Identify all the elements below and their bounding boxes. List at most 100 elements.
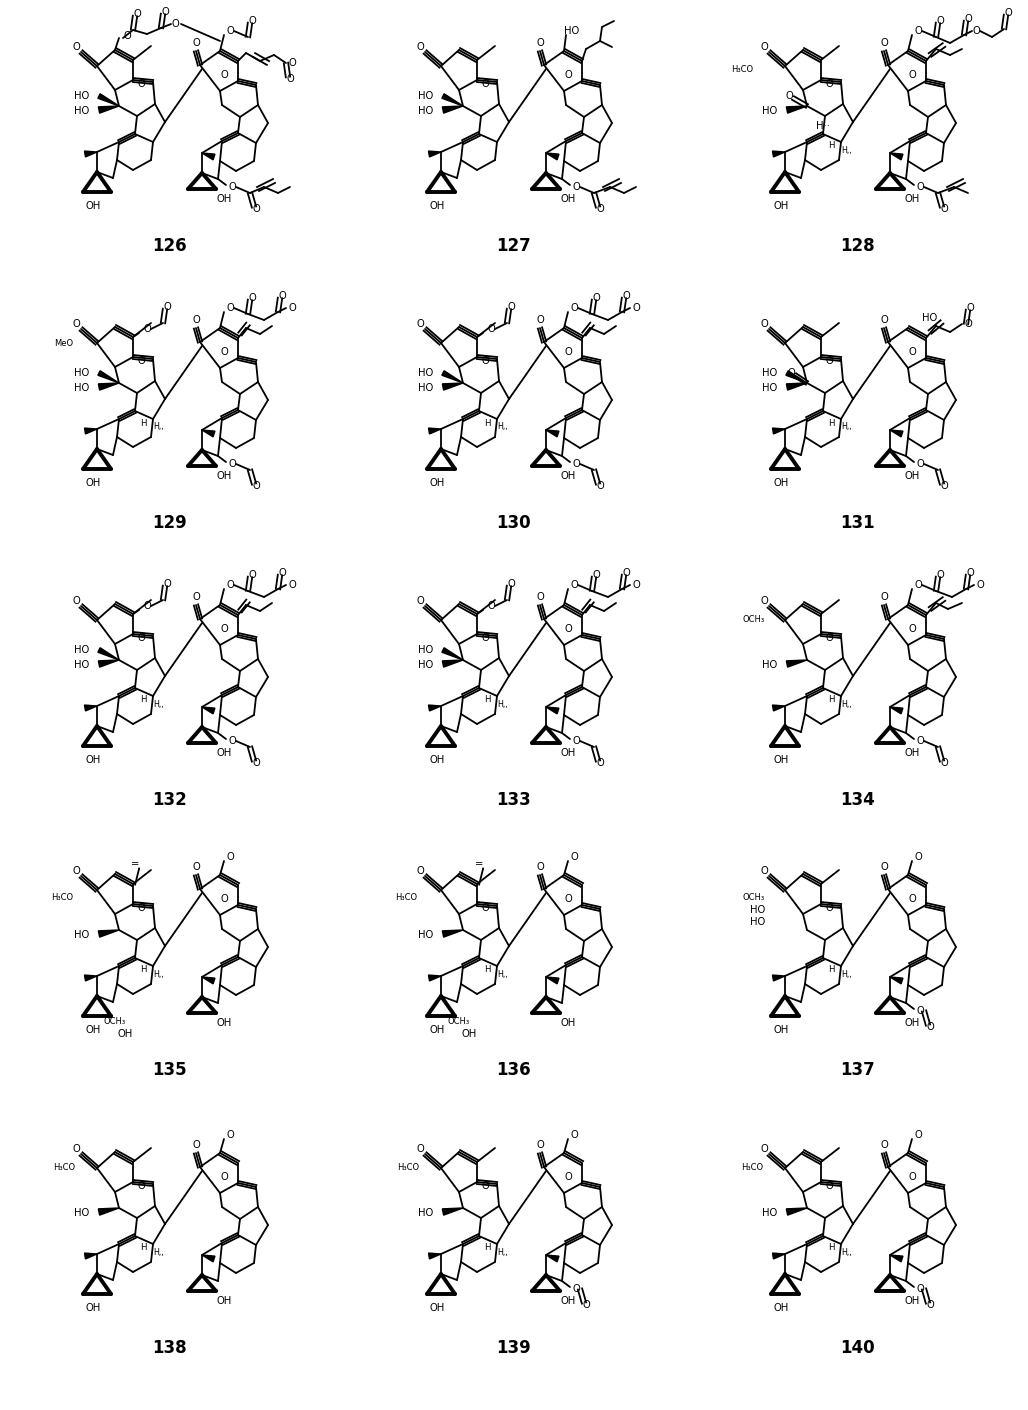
Text: O: O: [622, 290, 630, 300]
Text: O: O: [926, 1022, 933, 1032]
Text: O: O: [622, 568, 630, 578]
Polygon shape: [442, 647, 463, 660]
Text: O: O: [1004, 8, 1012, 18]
Text: O: O: [573, 460, 580, 470]
Text: O: O: [248, 570, 256, 580]
Text: =: =: [131, 859, 139, 869]
Text: O: O: [908, 894, 916, 904]
Text: OH: OH: [85, 202, 101, 212]
Text: O: O: [481, 902, 489, 914]
Text: HO: HO: [417, 660, 433, 670]
Text: OH: OH: [560, 471, 576, 481]
Text: OH: OH: [430, 478, 445, 488]
Polygon shape: [786, 660, 807, 667]
Text: O: O: [964, 14, 971, 24]
Text: OH: OH: [430, 202, 445, 212]
Text: OH: OH: [216, 195, 231, 204]
Text: H: H: [828, 966, 835, 974]
Text: HO: HO: [762, 1208, 777, 1218]
Text: 132: 132: [152, 791, 187, 809]
Text: O: O: [564, 894, 572, 904]
Text: 127: 127: [497, 237, 531, 255]
Text: O: O: [133, 8, 141, 18]
Polygon shape: [772, 705, 785, 711]
Text: 128: 128: [841, 237, 875, 255]
Text: OCH₃: OCH₃: [448, 1018, 470, 1026]
Text: O: O: [123, 31, 131, 41]
Text: H,,: H,,: [498, 970, 508, 979]
Text: H··: H··: [816, 121, 830, 131]
Text: O: O: [481, 1182, 489, 1191]
Text: OH: OH: [216, 471, 231, 481]
Text: O: O: [248, 16, 256, 25]
Polygon shape: [546, 1255, 559, 1262]
Text: H: H: [828, 695, 835, 705]
Text: H,,: H,,: [498, 423, 508, 431]
Text: OH: OH: [216, 1018, 231, 1028]
Text: H: H: [484, 419, 490, 427]
Text: H,,: H,,: [498, 1248, 508, 1256]
Text: O: O: [582, 1300, 590, 1310]
Text: O: O: [825, 355, 833, 367]
Text: H: H: [828, 419, 835, 427]
Polygon shape: [201, 1255, 215, 1262]
Text: OH: OH: [560, 1296, 576, 1306]
Text: O: O: [571, 1129, 578, 1141]
Text: O: O: [416, 596, 424, 606]
Text: OH: OH: [905, 1296, 920, 1306]
Text: O: O: [571, 580, 578, 589]
Text: HO: HO: [417, 368, 433, 378]
Text: O: O: [632, 303, 639, 313]
Polygon shape: [84, 429, 97, 434]
Polygon shape: [442, 931, 463, 938]
Polygon shape: [84, 151, 97, 157]
Text: OH: OH: [773, 754, 788, 766]
Text: O: O: [72, 319, 80, 329]
Text: HO: HO: [417, 644, 433, 656]
Text: H,,: H,,: [842, 1248, 852, 1256]
Text: O: O: [632, 580, 639, 589]
Text: H₃CO: H₃CO: [52, 1163, 75, 1173]
Text: 136: 136: [497, 1060, 531, 1079]
Polygon shape: [890, 154, 903, 159]
Text: O: O: [571, 852, 578, 862]
Text: O: O: [760, 42, 768, 52]
Text: O: O: [171, 18, 179, 30]
Text: O: O: [977, 580, 984, 589]
Text: O: O: [880, 862, 888, 871]
Text: O: O: [914, 1129, 922, 1141]
Polygon shape: [201, 154, 215, 159]
Text: O: O: [137, 355, 145, 367]
Polygon shape: [442, 1208, 463, 1215]
Polygon shape: [201, 430, 215, 437]
Text: OH: OH: [773, 202, 788, 212]
Text: H,,: H,,: [842, 423, 852, 431]
Polygon shape: [442, 106, 463, 113]
Text: HO: HO: [74, 931, 89, 940]
Text: HO: HO: [74, 1208, 89, 1218]
Text: H: H: [484, 966, 490, 974]
Text: O: O: [760, 319, 768, 329]
Text: O: O: [825, 79, 833, 89]
Text: O: O: [228, 460, 235, 470]
Text: H: H: [140, 1244, 146, 1252]
Text: O: O: [966, 303, 974, 313]
Text: 129: 129: [152, 515, 187, 532]
Text: 140: 140: [841, 1340, 875, 1356]
Text: OH: OH: [773, 1303, 788, 1313]
Polygon shape: [785, 371, 807, 384]
Polygon shape: [786, 1208, 807, 1215]
Text: O: O: [72, 596, 80, 606]
Text: O: O: [916, 182, 924, 192]
Text: HO: HO: [74, 368, 89, 378]
Text: H₃CO: H₃CO: [50, 894, 73, 902]
Text: O: O: [220, 347, 228, 357]
Text: H: H: [140, 419, 146, 427]
Polygon shape: [429, 705, 441, 711]
Text: O: O: [937, 16, 944, 25]
Text: HO: HO: [762, 106, 777, 116]
Text: O: O: [481, 355, 489, 367]
Text: O: O: [825, 902, 833, 914]
Text: O: O: [481, 633, 489, 643]
Text: O: O: [592, 293, 600, 303]
